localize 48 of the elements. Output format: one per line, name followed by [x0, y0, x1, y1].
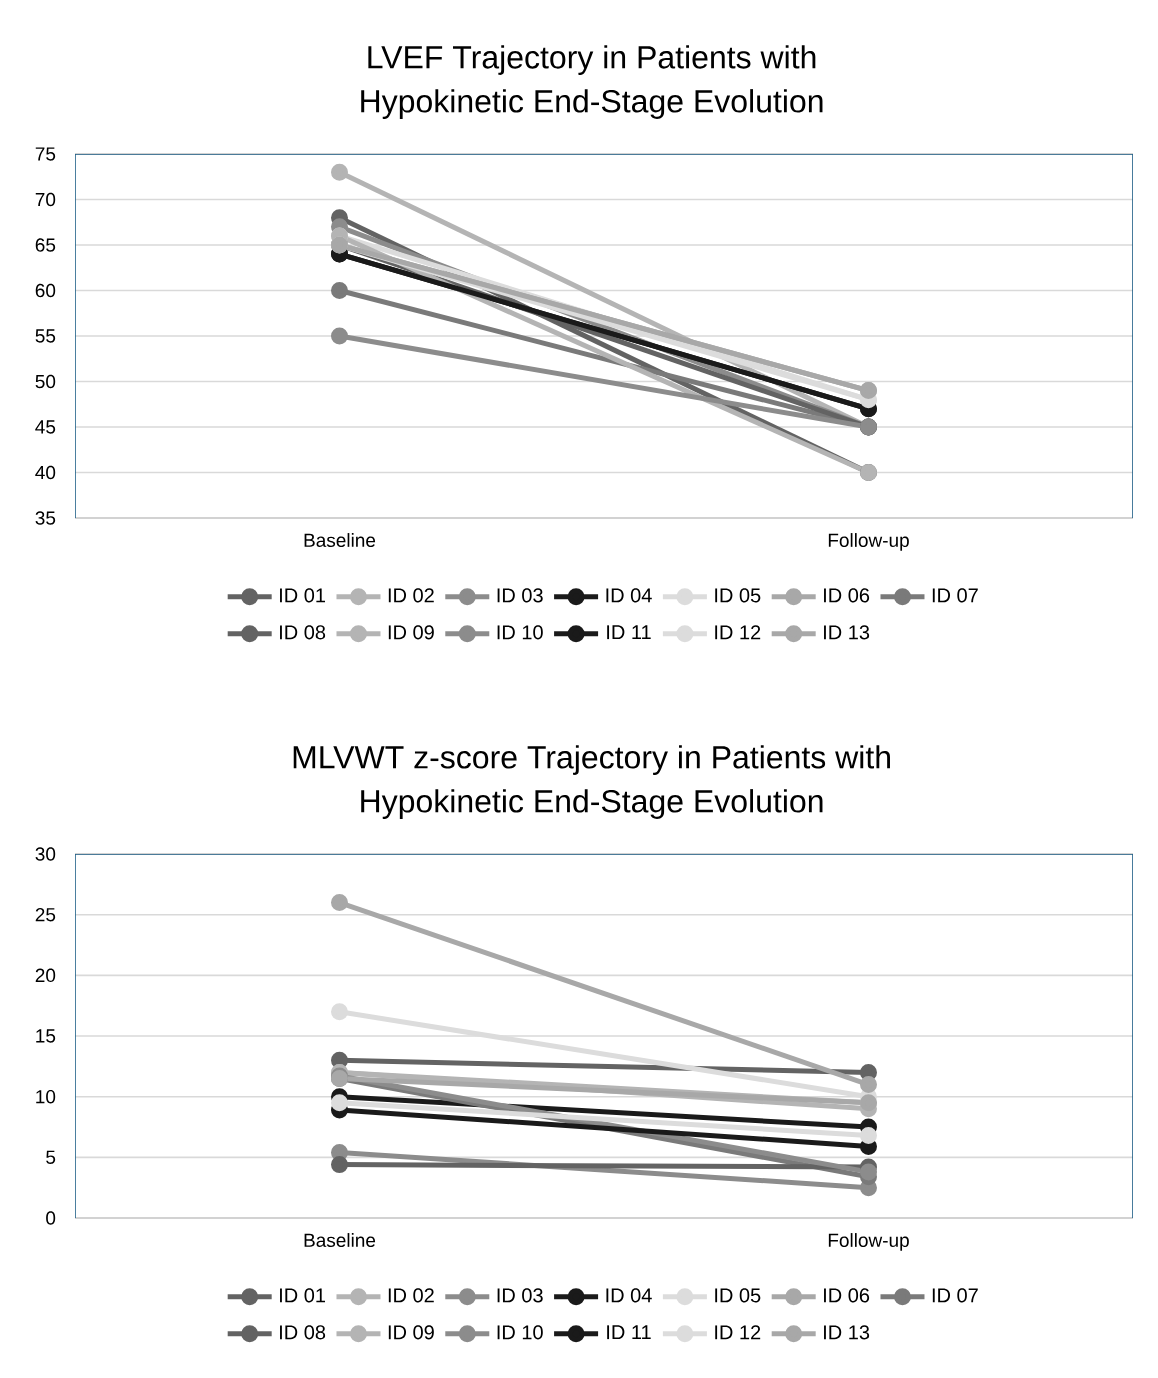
legend-label: ID 03 [497, 588, 543, 603]
legend-label: ID 05 [715, 588, 761, 603]
chart-title: LVEF Trajectory in Patients with Hypokinetic End-Stage Evolution [361, 45, 823, 119]
legend-label: ID 03 [497, 1288, 543, 1303]
legend-label: ID 12 [715, 625, 761, 640]
y-tick-label: 0 [46, 1211, 56, 1225]
y-tick-label: 5 [46, 1150, 56, 1164]
y-tick-label: 50 [35, 374, 56, 389]
y-tick-label: 70 [35, 192, 56, 207]
legend-label: ID 02 [388, 588, 434, 603]
y-tick-label: 60 [35, 283, 56, 298]
legend-label: ID 02 [388, 1288, 434, 1303]
x-tick-label: Follow-up [828, 1233, 909, 1251]
legend-label: ID 13 [824, 625, 870, 640]
legend-label: ID 07 [932, 588, 978, 603]
legend-label: ID 05 [715, 1288, 761, 1303]
x-tick-label: Follow-up [828, 533, 909, 551]
legend-label: ID 04 [606, 588, 652, 603]
legend-label: ID 10 [497, 1325, 543, 1340]
legend-label: ID 04 [606, 1288, 652, 1303]
y-tick-label: 75 [35, 147, 56, 161]
legend-label: ID 09 [388, 625, 434, 640]
y-tick-label: 65 [35, 238, 56, 252]
y-tick-label: 15 [36, 1029, 56, 1043]
legend-label: ID 06 [824, 1288, 870, 1303]
y-tick-label: 40 [35, 465, 56, 480]
legend-label: ID 01 [280, 1288, 326, 1303]
legend-label: ID 06 [824, 588, 870, 603]
y-tick-label: 10 [36, 1089, 56, 1104]
legend-label: ID 11 [607, 1325, 651, 1340]
legend-label: ID 08 [280, 625, 326, 640]
y-tick-label: 55 [35, 329, 56, 343]
legend-label: ID 07 [932, 1288, 978, 1303]
x-tick-label: Baseline [304, 533, 376, 548]
legend-label: ID 08 [280, 1325, 326, 1340]
y-tick-label: 30 [35, 847, 56, 861]
chart-title: MLVWT z-score Trajectory in Patients with Hypokinetic End-Stage Evolution [293, 745, 890, 819]
legend-label: ID 01 [280, 588, 326, 603]
legend-label: ID 12 [715, 1325, 761, 1340]
y-tick-label: 35 [35, 511, 56, 525]
y-tick-label: 25 [35, 907, 56, 922]
legend-label: ID 11 [607, 625, 651, 640]
legend-label: ID 10 [497, 625, 543, 640]
x-tick-label: Baseline [304, 1233, 376, 1248]
legend-label: ID 13 [824, 1325, 870, 1340]
y-tick-label: 45 [35, 420, 56, 434]
y-tick-label: 20 [35, 968, 56, 983]
legend-label: ID 09 [388, 1325, 434, 1340]
